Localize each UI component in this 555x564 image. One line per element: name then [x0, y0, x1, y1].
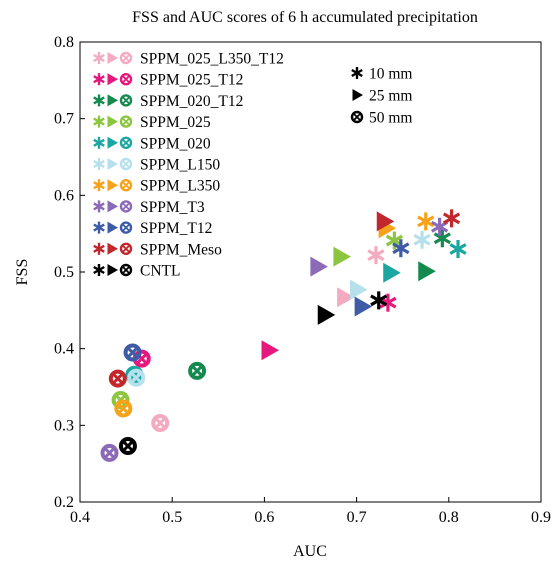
y-tick-label: 0.3: [54, 417, 74, 434]
legend-circle-marker: [119, 263, 133, 277]
legend-triangle-marker: [107, 52, 118, 64]
point-10mm: [433, 229, 451, 248]
legend-triangle-marker: [107, 179, 118, 192]
legend-star-marker: [93, 158, 105, 170]
legend-label: SPPM_020: [140, 135, 211, 152]
y-tick-label: 0.5: [54, 264, 74, 281]
point-25mm: [350, 279, 368, 300]
point-50mm: [188, 361, 207, 380]
legend-circle-marker: [119, 51, 133, 65]
legend-star-marker: [93, 115, 105, 128]
x-axis-label: AUC: [293, 543, 327, 560]
legend-star-marker: [93, 94, 105, 107]
legend-label: SPPM_025: [140, 114, 211, 131]
point-50mm: [100, 443, 119, 462]
legend-circle-marker: [119, 178, 133, 192]
legend-label: SPPM_T12: [140, 220, 212, 237]
chart-title: FSS and AUC scores of 6 h accumulated pr…: [132, 9, 478, 26]
legend-star-marker: [93, 52, 105, 64]
point-25mm: [354, 296, 373, 317]
point-25mm: [333, 246, 351, 267]
legend-star-marker: [93, 200, 105, 213]
legend-circle-marker: [119, 136, 133, 150]
point-10mm: [392, 239, 410, 258]
legend-circle-marker: [119, 242, 133, 256]
point-10mm: [370, 291, 388, 310]
y-tick-label: 0.6: [54, 187, 74, 204]
legend-circle-marker: [119, 157, 133, 171]
legend-triangle-marker: [107, 221, 118, 234]
point-10mm: [367, 246, 385, 265]
y-tick-label: 0.2: [54, 494, 74, 511]
legend-star-marker: [93, 136, 105, 149]
legend-triangle-marker: [107, 73, 118, 86]
legend-label: SPPM_L350: [140, 178, 220, 195]
legend-circle-marker: [119, 72, 133, 86]
legend-triangle-marker: [107, 264, 118, 276]
point-50mm: [114, 399, 133, 418]
point-50mm: [123, 343, 142, 362]
point-10mm: [449, 240, 467, 258]
point-25mm: [418, 261, 436, 282]
x-axis: 0.4 0.5 0.6 0.7 0.8 0.9: [70, 497, 551, 526]
series-legend: SPPM_025_L350_T12 SPPM_025_T12 SPPM_020_T1…: [93, 51, 284, 280]
legend-circle-marker: [119, 200, 133, 213]
marker-legend-label: 10 mm: [369, 66, 413, 83]
legend-triangle-marker: [107, 242, 118, 255]
x-tick-label: 0.8: [439, 509, 459, 526]
marker-legend-label: 50 mm: [369, 110, 413, 127]
point-10mm: [417, 212, 435, 231]
legend-triangle-marker: [107, 136, 118, 149]
x-tick-label: 0.5: [162, 509, 182, 526]
data-points: [100, 209, 467, 462]
point-50mm: [127, 368, 146, 387]
x-tick-label: 0.9: [531, 509, 551, 526]
legend-star-marker: [93, 242, 105, 255]
legend-label: SPPM_025_L350_T12: [140, 51, 284, 68]
y-tick-label: 0.4: [54, 341, 74, 358]
point-10mm: [442, 209, 461, 228]
y-axis-label: FSS: [14, 259, 31, 286]
point-50mm: [108, 369, 127, 388]
legend-star-marker: [93, 179, 105, 192]
legend-triangle-marker: [107, 94, 118, 107]
marker-legend-star: [351, 67, 363, 79]
legend-circle-marker: [119, 221, 133, 234]
legend-label: SPPM_T3: [140, 199, 205, 216]
x-tick-label: 0.7: [347, 509, 367, 526]
legend-circle-marker: [119, 94, 133, 107]
y-tick-label: 0.7: [54, 111, 74, 128]
legend-label: SPPM_Meso: [140, 241, 222, 258]
marker-legend: 10 mm 25 mm 50 mm: [350, 66, 413, 127]
point-25mm: [310, 256, 328, 277]
marker-legend-triangle: [352, 89, 363, 101]
legend-triangle-marker: [107, 200, 118, 213]
legend-triangle-marker: [107, 158, 118, 170]
legend-star-marker: [93, 73, 105, 86]
legend-star-marker: [93, 221, 105, 234]
legend-label: SPPM_020_T12: [140, 93, 243, 110]
point-25mm: [337, 287, 355, 308]
marker-legend-label: 25 mm: [369, 88, 413, 105]
legend-star-marker: [93, 264, 105, 276]
point-50mm: [151, 414, 170, 433]
point-10mm: [413, 230, 431, 249]
x-tick-label: 0.4: [70, 509, 90, 526]
legend-label: SPPM_025_T12: [140, 72, 243, 89]
legend-label: SPPM_L150: [140, 157, 220, 174]
y-tick-label: 0.8: [54, 34, 74, 51]
point-25mm: [376, 211, 395, 232]
x-tick-label: 0.6: [254, 509, 274, 526]
marker-legend-circle: [350, 110, 364, 124]
legend-label: CNTL: [140, 263, 180, 280]
point-25mm: [317, 304, 336, 325]
point-25mm: [383, 262, 401, 283]
point-50mm: [118, 437, 137, 456]
legend-circle-marker: [119, 115, 133, 128]
y-axis: 0.2 0.3 0.4 0.5 0.6 0.7 0.8: [54, 34, 85, 511]
point-25mm: [261, 340, 280, 361]
legend-triangle-marker: [107, 115, 118, 128]
